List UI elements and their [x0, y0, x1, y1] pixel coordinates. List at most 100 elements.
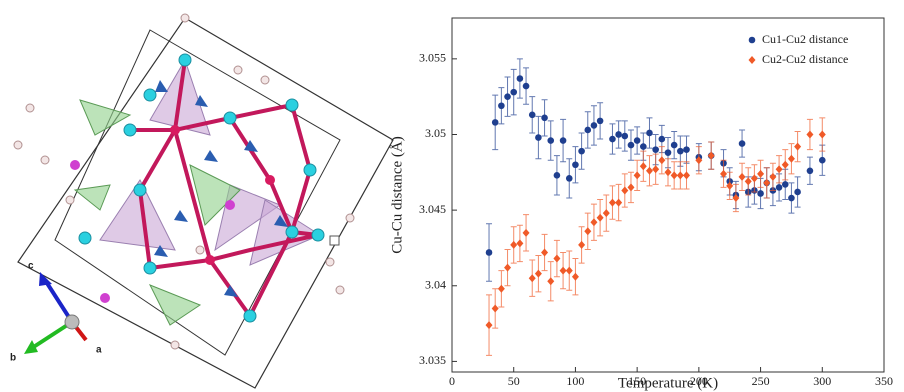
data-point	[504, 93, 511, 100]
data-point	[683, 146, 690, 153]
data-point	[627, 183, 634, 191]
data-point	[516, 239, 523, 247]
x-tick-label: 250	[752, 374, 770, 388]
data-point	[677, 148, 684, 155]
data-point	[640, 162, 647, 170]
crystal-structure: a b c	[10, 14, 393, 388]
data-point	[776, 165, 783, 173]
y-tick-label: 3.045	[419, 202, 446, 216]
data-point	[634, 137, 641, 144]
y-tick-label: 3.035	[419, 353, 446, 367]
data-point	[677, 171, 684, 179]
data-point	[609, 136, 616, 143]
data-point	[578, 148, 585, 155]
data-point	[652, 165, 659, 173]
legend-label: Cu2-Cu2 distance	[762, 52, 848, 66]
data-point	[498, 285, 505, 293]
data-point	[658, 156, 665, 164]
data-point	[547, 277, 554, 285]
data-point	[541, 115, 548, 122]
data-point	[628, 142, 635, 149]
data-point	[659, 136, 666, 143]
data-point	[510, 241, 517, 249]
data-point	[782, 161, 789, 169]
data-point	[566, 267, 573, 275]
data-point	[566, 175, 573, 182]
axis-a-label: a	[96, 345, 102, 356]
data-point	[807, 167, 814, 174]
data-point	[529, 274, 536, 282]
y-axis-label: Cu-Cu distance (Å)	[389, 136, 405, 253]
tetrahedron	[150, 285, 200, 325]
data-point	[640, 143, 647, 150]
data-point	[541, 248, 548, 256]
data-point	[794, 143, 801, 151]
data-point	[560, 267, 567, 275]
data-point	[819, 130, 826, 138]
plot-frame	[452, 18, 884, 372]
data-point	[553, 255, 560, 263]
x-tick-label: 350	[875, 374, 893, 388]
x-tick-label: 0	[449, 374, 455, 388]
data-point	[769, 173, 776, 181]
data-point	[788, 195, 795, 202]
data-point	[578, 241, 585, 249]
data-point	[492, 304, 499, 312]
tetrahedron	[75, 185, 110, 210]
y-tick-label: 3.055	[419, 51, 446, 65]
data-point	[523, 83, 530, 90]
data-point	[486, 321, 493, 329]
data-point	[776, 184, 783, 191]
data-point	[560, 137, 567, 144]
data-point	[590, 218, 597, 226]
data-point	[671, 171, 678, 179]
data-point	[535, 270, 542, 278]
legend-label: Cu1-Cu2 distance	[762, 32, 848, 46]
data-point	[782, 181, 789, 188]
data-point	[665, 149, 672, 156]
data-point	[683, 171, 690, 179]
data-point	[708, 152, 715, 160]
x-tick-label: 300	[813, 374, 831, 388]
data-point	[535, 134, 542, 141]
tetrahedron	[80, 100, 130, 135]
data-point	[504, 264, 511, 272]
data-point	[498, 102, 505, 109]
data-point	[806, 130, 813, 138]
data-point	[615, 199, 622, 207]
data-point	[665, 168, 672, 176]
data-point	[671, 142, 678, 149]
view-icon[interactable]	[330, 236, 339, 245]
data-point	[751, 174, 758, 182]
data-point	[603, 209, 610, 217]
data-point	[554, 172, 561, 179]
axis-origin	[65, 315, 79, 329]
data-point	[763, 179, 770, 187]
data-point	[621, 186, 628, 194]
data-point	[584, 127, 591, 134]
data-point	[597, 118, 604, 125]
data-point	[757, 170, 764, 178]
data-point	[597, 214, 604, 222]
data-point	[591, 122, 598, 129]
data-point	[745, 177, 752, 185]
data-point	[529, 112, 536, 119]
data-point	[486, 249, 493, 256]
y-tick-label: 3.05	[425, 126, 446, 140]
data-point	[547, 137, 554, 144]
x-tick-label: 100	[566, 374, 584, 388]
data-point	[572, 273, 579, 281]
data-point	[788, 155, 795, 163]
data-point	[652, 146, 659, 153]
data-point	[584, 227, 591, 235]
legend-marker	[749, 37, 756, 44]
y-tick-label: 3.04	[425, 278, 446, 292]
data-point	[757, 190, 764, 197]
data-point	[517, 75, 524, 82]
chart: 0501001502002503003503.0353.043.0453.053…	[389, 18, 893, 391]
data-point	[523, 229, 530, 237]
data-point	[794, 189, 801, 196]
axis-c-label: c	[28, 261, 34, 272]
data-point	[646, 167, 653, 175]
data-point	[634, 171, 641, 179]
